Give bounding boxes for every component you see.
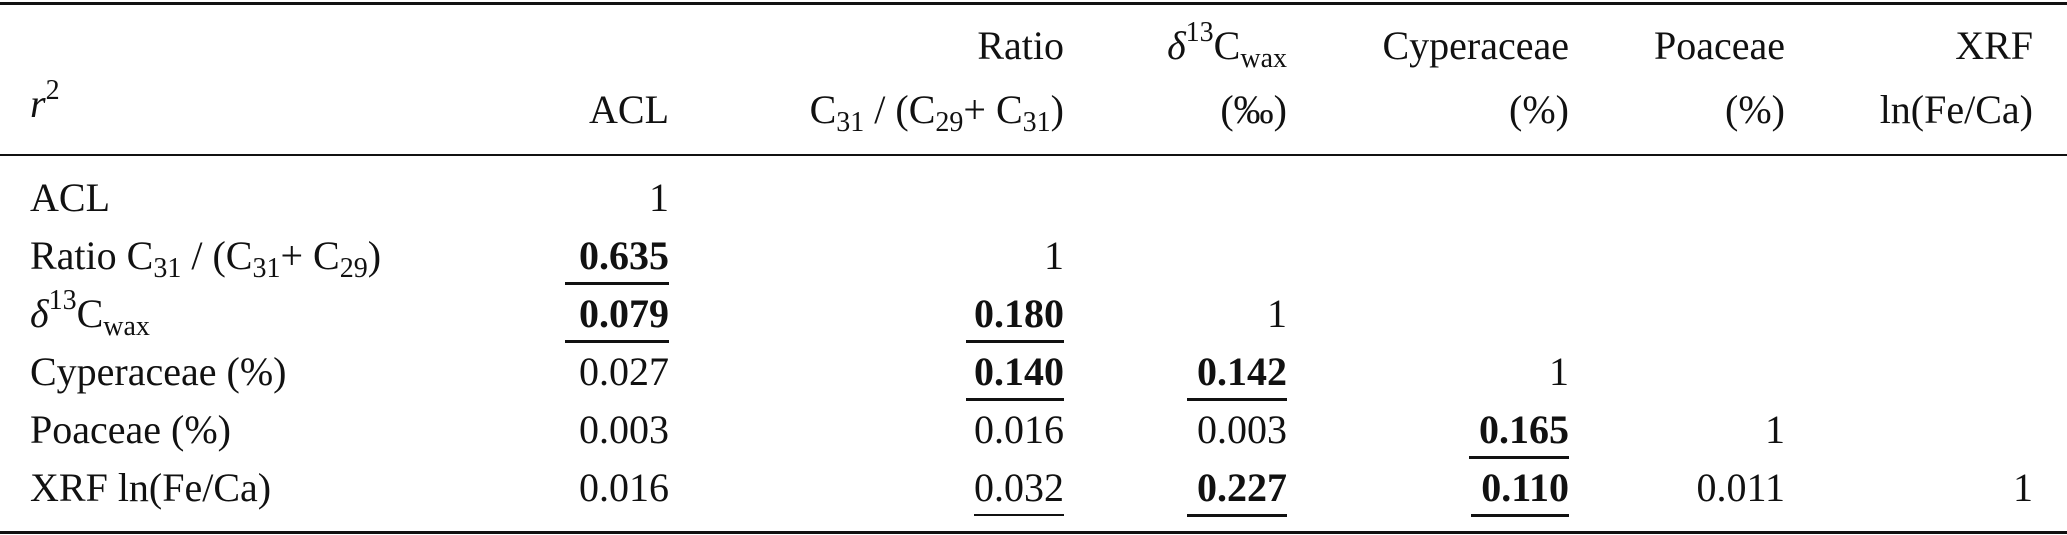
cell-r2-c2: 1 — [1267, 291, 1287, 336]
header-xrf-line2: ln(Fe/Ca) — [1879, 87, 2033, 132]
header-cyperaceae-line1: Cyperaceae — [1382, 23, 1569, 68]
cell-r3-c3: 1 — [1549, 349, 1569, 394]
table-bottom-rule — [0, 531, 2067, 534]
cell-r3-c0: 0.027 — [579, 349, 669, 394]
cell-r3-c2: 0.142 — [1187, 348, 1287, 401]
row-label-poaceae: Poaceae (%) — [30, 407, 231, 452]
cell-r5-c3: 0.110 — [1471, 464, 1569, 517]
cell-r5-c4: 0.011 — [1696, 465, 1785, 510]
cell-r4-c1: 0.016 — [974, 407, 1064, 452]
header-ratio-line1: Ratio — [977, 23, 1064, 68]
cell-r1-c1: 1 — [1044, 233, 1064, 278]
cell-r2-c0: 0.079 — [565, 290, 669, 343]
cell-r5-c0: 0.016 — [579, 465, 669, 510]
header-d13c-line2: (‰) — [1220, 87, 1287, 132]
header-corner: r2 — [30, 75, 60, 127]
header-xrf-line1: XRF — [1955, 23, 2033, 68]
row-label-cyperaceae: Cyperaceae (%) — [30, 349, 287, 394]
header-acl: ACL — [589, 87, 669, 132]
cell-r5-c1: 0.032 — [974, 464, 1064, 516]
header-cyperaceae-line2: (%) — [1509, 87, 1569, 132]
table-top-rule — [0, 2, 2067, 5]
table-header-rule — [0, 154, 2067, 156]
cell-r0-c0: 1 — [649, 175, 669, 220]
row-label-ratio: Ratio C31 / (C31+ C29) — [30, 233, 382, 284]
cell-r1-c0: 0.635 — [565, 232, 669, 285]
cell-r2-c1: 0.180 — [966, 290, 1064, 343]
header-poaceae-line2: (%) — [1725, 87, 1785, 132]
cell-r4-c0: 0.003 — [579, 407, 669, 452]
row-label-d13c: δ13Cwax — [30, 285, 150, 342]
cell-r3-c1: 0.140 — [966, 348, 1064, 401]
header-d13c-line1: δ13Cwax — [1167, 17, 1287, 74]
cell-r4-c2: 0.003 — [1197, 407, 1287, 452]
row-label-acl: ACL — [30, 175, 110, 220]
row-label-xrf: XRF ln(Fe/Ca) — [30, 465, 272, 510]
header-poaceae-line1: Poaceae — [1653, 23, 1785, 68]
cell-r5-c2: 0.227 — [1187, 464, 1287, 517]
cell-r4-c3: 0.165 — [1469, 406, 1569, 459]
cell-r5-c5: 1 — [2013, 465, 2033, 510]
header-ratio-line2: C31 / (C29+ C31) — [809, 87, 1064, 138]
cell-r4-c4: 1 — [1765, 407, 1785, 452]
